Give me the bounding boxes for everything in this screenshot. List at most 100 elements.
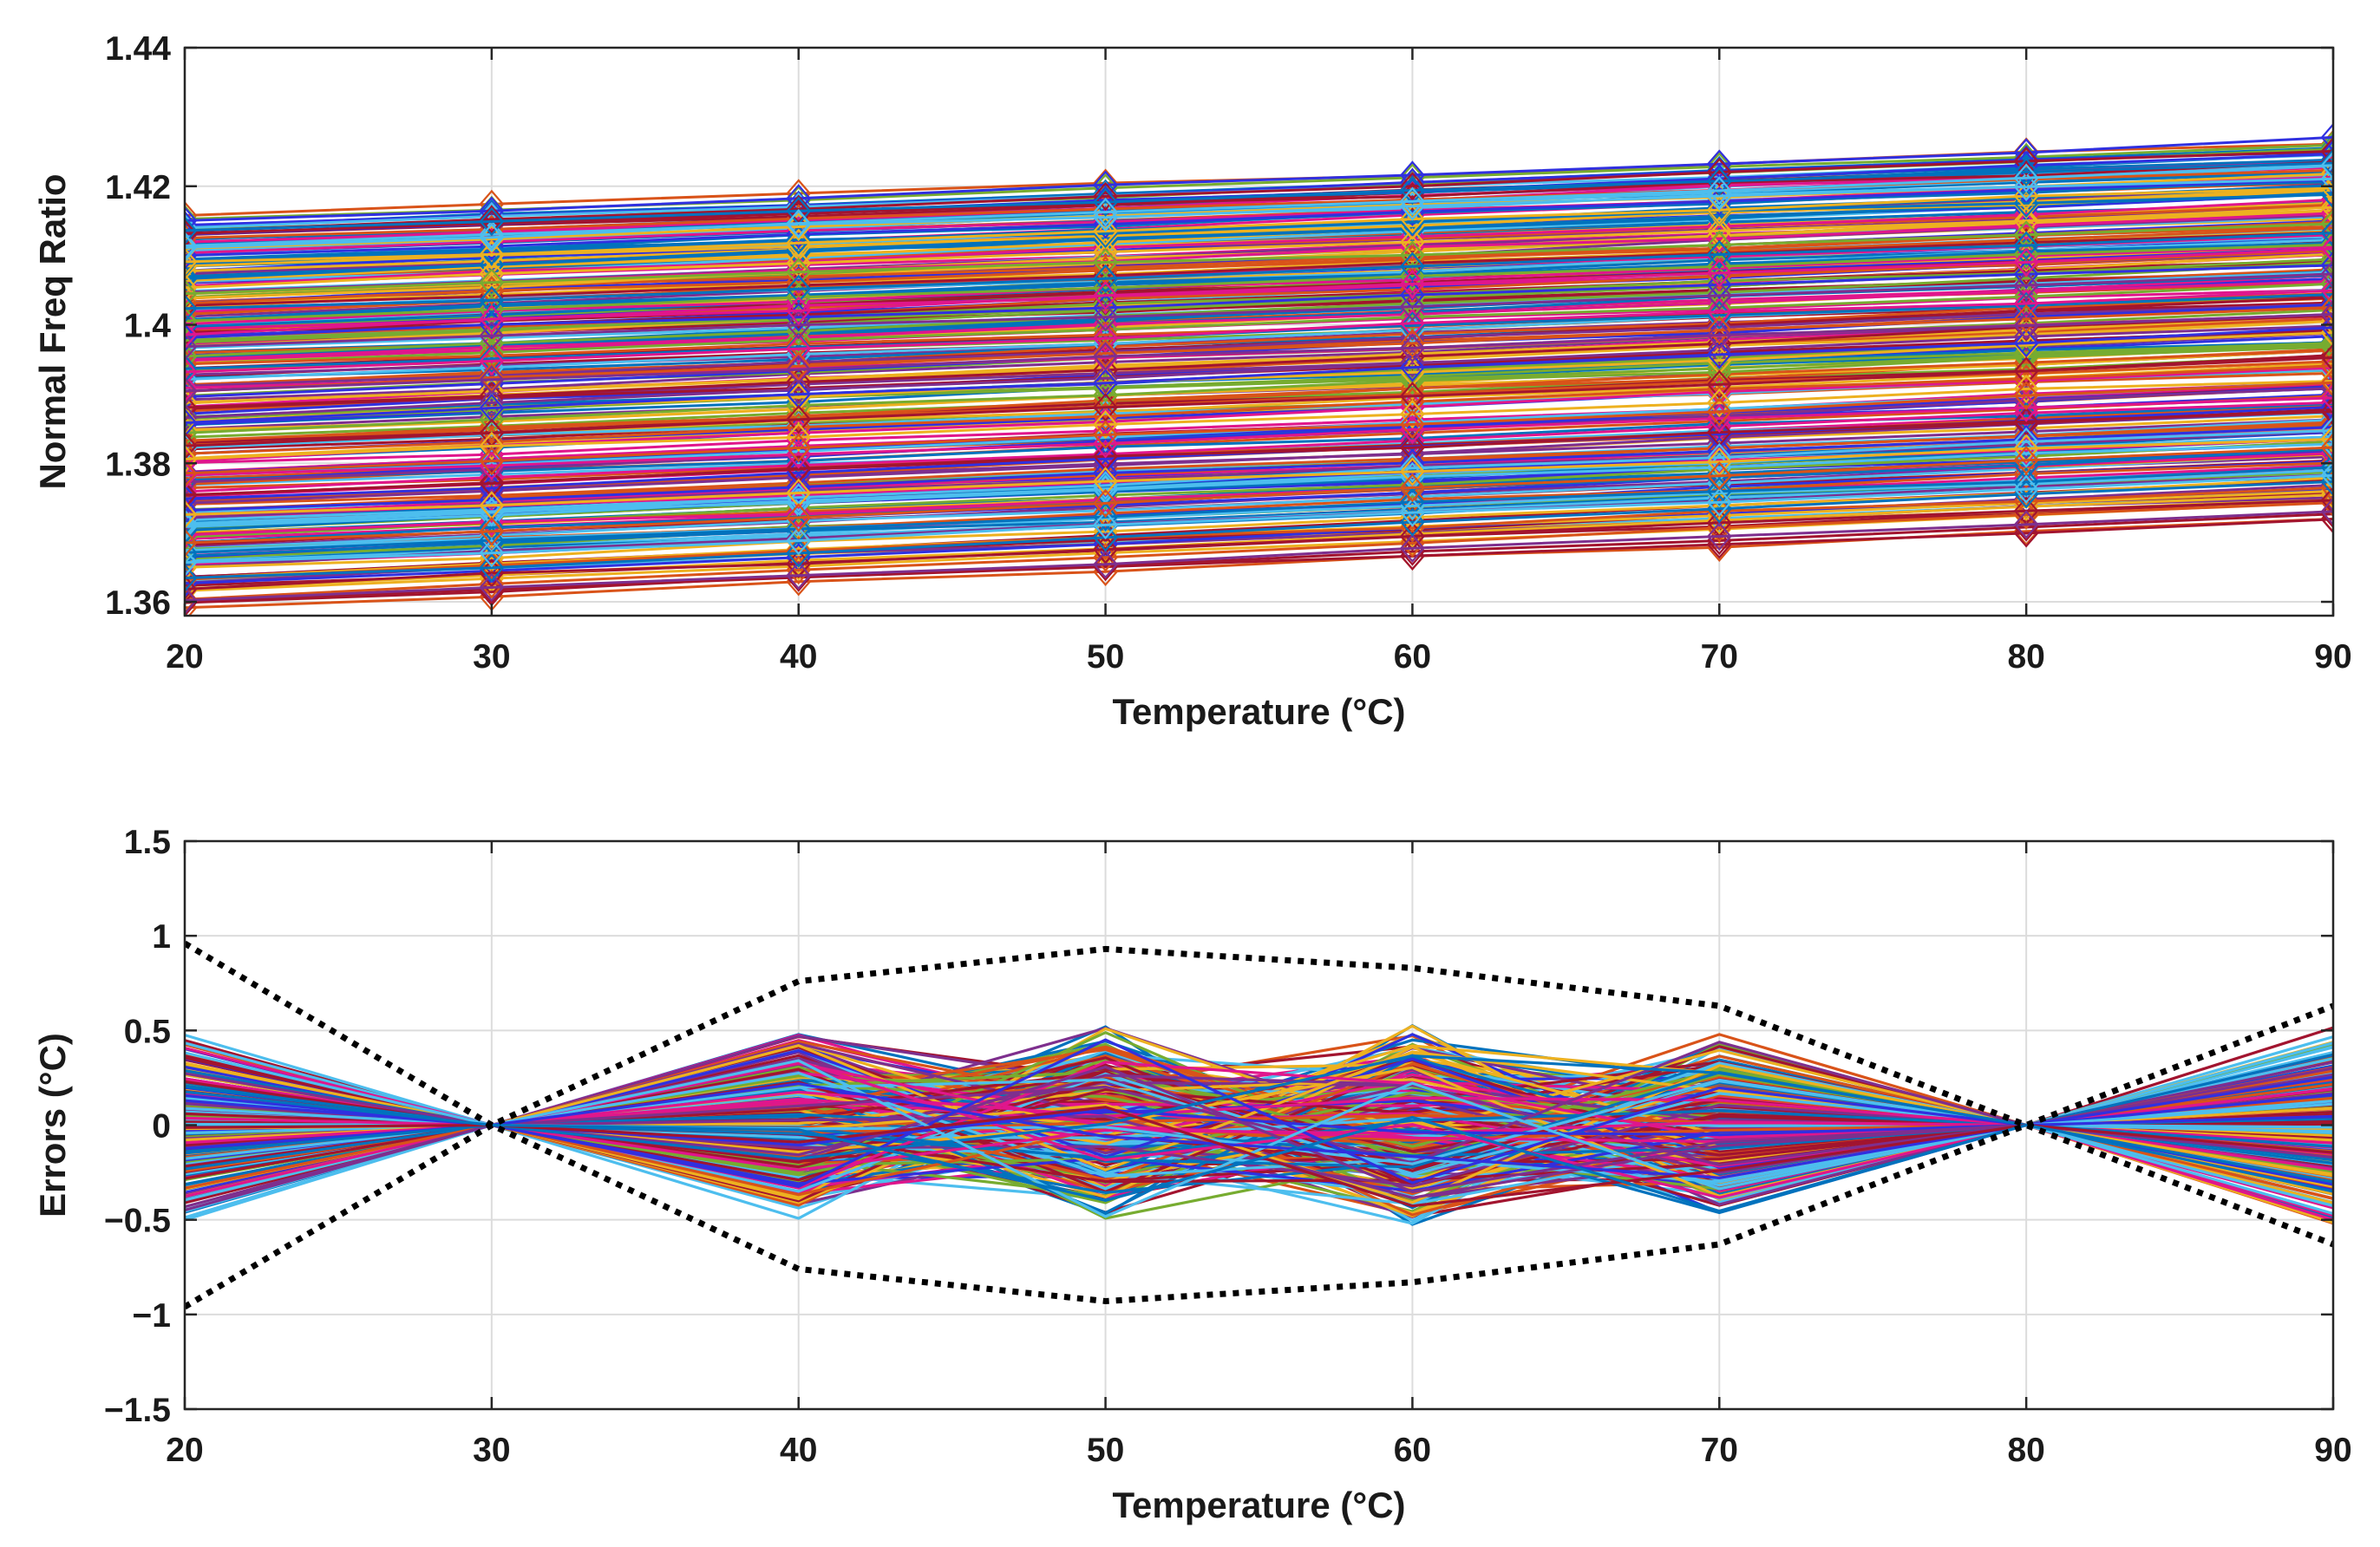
freq-marker bbox=[2013, 310, 2039, 341]
freq-series-line bbox=[185, 401, 2333, 493]
freq-marker bbox=[185, 376, 198, 406]
freq-marker bbox=[479, 553, 505, 583]
freq-series-line bbox=[185, 261, 2333, 358]
freq-marker bbox=[1399, 310, 1425, 341]
freq-marker bbox=[2320, 290, 2333, 320]
freq-marker bbox=[2320, 122, 2333, 153]
freq-marker bbox=[786, 323, 812, 352]
freq-marker bbox=[1706, 230, 1732, 260]
freq-marker bbox=[479, 549, 505, 578]
freq-ytick-label: 1.4 bbox=[124, 308, 172, 345]
freq-marker bbox=[479, 551, 505, 580]
freq-series-line bbox=[185, 160, 2333, 235]
freq-marker bbox=[1399, 454, 1425, 483]
freq-marker bbox=[786, 480, 812, 510]
freq-series-line bbox=[185, 499, 2333, 591]
freq-marker bbox=[786, 351, 812, 381]
freq-marker bbox=[185, 528, 198, 558]
freq-marker bbox=[786, 296, 812, 326]
freq-marker bbox=[1706, 335, 1732, 365]
freq-marker bbox=[786, 274, 812, 304]
freq-marker bbox=[1093, 488, 1119, 519]
freq-marker bbox=[2320, 409, 2333, 440]
freq-marker bbox=[2320, 139, 2333, 169]
freq-marker bbox=[2013, 512, 2039, 542]
freq-series-line bbox=[185, 190, 2333, 278]
freq-marker bbox=[2320, 207, 2333, 237]
freq-series-line bbox=[185, 314, 2333, 404]
freq-marker bbox=[2320, 276, 2333, 305]
freq-marker bbox=[2013, 247, 2039, 277]
freq-series-line bbox=[185, 326, 2333, 424]
freq-marker bbox=[185, 332, 198, 362]
freq-marker bbox=[479, 538, 505, 568]
freq-marker bbox=[1093, 323, 1119, 353]
freq-series-line bbox=[185, 282, 2333, 366]
freq-marker bbox=[185, 408, 198, 438]
freq-series-line bbox=[185, 135, 2333, 222]
err-ytick-label: −1 bbox=[133, 1297, 171, 1335]
freq-marker bbox=[2013, 289, 2039, 318]
freq-marker bbox=[1399, 175, 1425, 206]
freq-marker bbox=[2320, 395, 2333, 424]
freq-marker bbox=[1706, 340, 1732, 369]
freq-marker bbox=[786, 549, 812, 578]
freq-marker bbox=[2320, 230, 2333, 259]
err-xtick-label: 20 bbox=[166, 1432, 203, 1469]
freq-series-line bbox=[185, 452, 2333, 551]
freq-marker bbox=[1399, 349, 1425, 378]
freq-marker bbox=[1706, 315, 1732, 345]
freq-marker bbox=[2320, 245, 2333, 274]
freq-marker bbox=[185, 371, 198, 401]
err-xtick-label: 70 bbox=[1701, 1432, 1738, 1469]
freq-xtick-label: 20 bbox=[166, 638, 203, 676]
freq-marker bbox=[1399, 186, 1425, 216]
freq-marker bbox=[786, 375, 812, 405]
freq-marker bbox=[185, 574, 198, 604]
freq-marker bbox=[2320, 232, 2333, 261]
freq-marker bbox=[2013, 237, 2039, 266]
freq-marker bbox=[1706, 403, 1732, 434]
freq-marker bbox=[2320, 467, 2333, 497]
freq-marker bbox=[2013, 381, 2039, 410]
freq-series-line bbox=[185, 279, 2333, 362]
freq-marker bbox=[1399, 182, 1425, 212]
freq-series-line bbox=[185, 381, 2333, 475]
err-ytick-label: 0.5 bbox=[124, 1013, 171, 1050]
freq-marker bbox=[1706, 461, 1732, 491]
freq-series-line bbox=[185, 249, 2333, 339]
freq-marker bbox=[1706, 478, 1732, 508]
freq-marker bbox=[2320, 396, 2333, 427]
freq-series-line bbox=[185, 501, 2333, 601]
err-ytick-label: −0.5 bbox=[104, 1203, 171, 1240]
freq-series-line bbox=[185, 480, 2333, 579]
freq-marker bbox=[185, 547, 198, 578]
err-bound-upper bbox=[185, 940, 2333, 1129]
freq-marker bbox=[2320, 193, 2333, 222]
freq-marker bbox=[479, 285, 505, 316]
freq-marker bbox=[1399, 382, 1425, 411]
freq-series-line bbox=[185, 512, 2333, 604]
freq-marker bbox=[1093, 197, 1119, 227]
err-series-line bbox=[185, 1120, 2333, 1172]
freq-marker bbox=[479, 268, 505, 297]
freq-series-line bbox=[185, 164, 2333, 249]
freq-ylabel: Normal Freq Ratio bbox=[32, 173, 73, 489]
freq-marker bbox=[1706, 166, 1732, 196]
freq-series-line bbox=[185, 222, 2333, 296]
freq-marker bbox=[185, 460, 198, 490]
freq-marker bbox=[1706, 494, 1732, 524]
freq-marker bbox=[2320, 299, 2333, 330]
freq-marker bbox=[2320, 455, 2333, 485]
freq-marker bbox=[2320, 366, 2333, 396]
freq-marker bbox=[786, 225, 812, 255]
freq-series-line bbox=[185, 364, 2333, 455]
freq-marker bbox=[2013, 446, 2039, 475]
err-xtick-label: 30 bbox=[473, 1432, 510, 1469]
freq-xtick-label: 50 bbox=[1087, 638, 1124, 676]
err-ytick-label: 1 bbox=[152, 918, 171, 956]
err-xtick-label: 60 bbox=[1394, 1432, 1431, 1469]
freq-marker bbox=[1706, 251, 1732, 282]
freq-series-line bbox=[185, 349, 2333, 432]
freq-series-line bbox=[185, 178, 2333, 258]
